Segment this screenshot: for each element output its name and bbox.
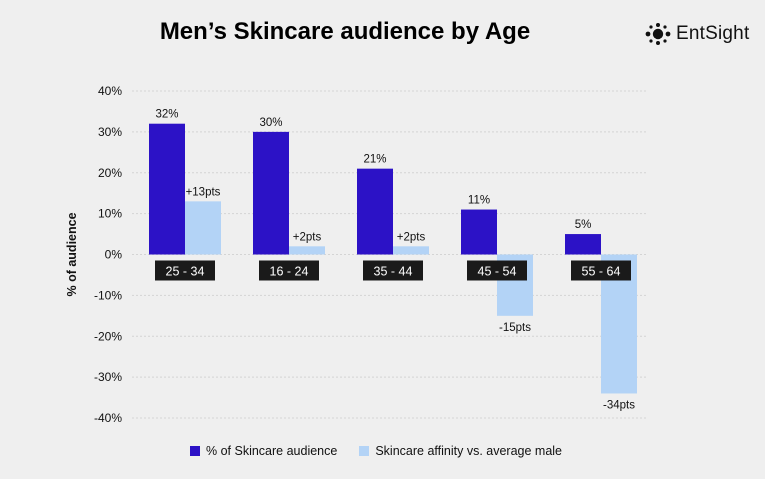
y-tick-label: -20% [94,329,122,343]
chart-title: Men’s Skincare audience by Age [159,18,531,45]
y-tick-label: 0% [105,248,123,262]
category-label: 55 - 64 [582,265,621,279]
data-label-audience: 32% [155,109,178,121]
bar-audience [461,209,497,255]
y-tick-label: 20% [98,166,122,180]
y-tick-label: 10% [98,207,122,221]
legend-item-affinity: Skincare affinity vs. average male [359,444,562,458]
y-tick-label: 40% [98,84,122,98]
category-label: 35 - 44 [374,265,413,279]
legend-swatch-affinity [359,446,370,456]
category-label-box [259,260,319,281]
legend-swatch-audience [190,446,200,456]
entsight-logo-icon [645,23,671,45]
y-tick-label: 30% [98,125,122,139]
y-axis-label: % of audience [65,212,79,296]
bar-affinity [393,246,429,255]
bar-audience [565,234,601,255]
entsight-logo: EntSight [644,22,749,46]
logo-text: EntSight [676,23,750,44]
category-label-box [155,260,215,281]
bar-affinity [289,246,325,255]
data-label-affinity: -34pts [603,399,635,411]
category-label-box [571,260,631,281]
data-label-affinity: +13pts [186,186,221,198]
data-label-audience: 21% [363,154,386,166]
data-label-affinity: +2pts [293,231,322,243]
bar-audience [253,131,289,255]
y-tick-label: -10% [94,288,122,302]
legend-label-affinity: Skincare affinity vs. average male [375,444,563,458]
data-label-affinity: -15pts [499,322,531,334]
category-label: 25 - 34 [166,265,205,279]
y-tick-label: -40% [94,411,122,425]
legend-item-audience: % of Skincare audience [190,444,337,458]
bar-affinity [185,201,221,255]
legend-label-audience: % of Skincare audience [206,444,338,458]
bar-audience [357,168,393,255]
legend: % of Skincare audience Skincare affinity… [190,444,584,458]
category-label-box [467,260,527,281]
data-label-audience: 5% [575,219,592,231]
category-label: 45 - 54 [478,265,517,279]
data-label-affinity: +2pts [397,231,426,243]
category-label-box [363,260,423,281]
data-label-audience: 11% [468,195,490,207]
y-tick-label: -30% [94,370,122,384]
category-label: 16 - 24 [270,265,309,279]
data-label-audience: 30% [259,117,282,129]
bar-audience [149,123,185,255]
